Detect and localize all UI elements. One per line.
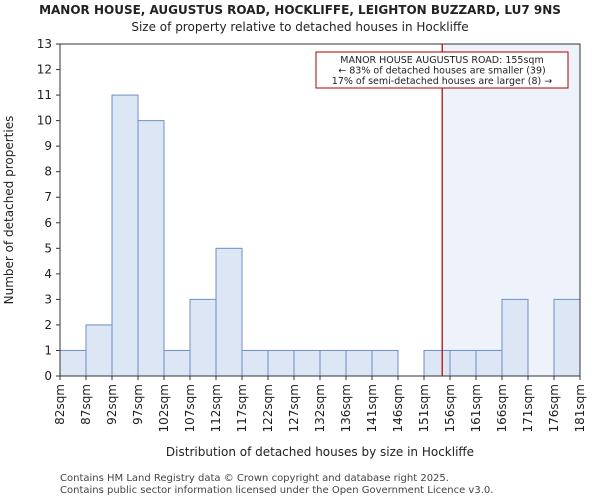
chart-title: MANOR HOUSE, AUGUSTUS ROAD, HOCKLIFFE, L… xyxy=(39,3,561,17)
x-tick-label: 122sqm xyxy=(261,384,275,432)
y-tick-label: 11 xyxy=(37,88,52,102)
bar-97sqm xyxy=(137,120,165,377)
bar-107sqm xyxy=(189,298,217,377)
bar-127sqm xyxy=(293,349,321,377)
bar-122sqm xyxy=(267,349,295,377)
y-tick-label: 13 xyxy=(37,37,52,51)
y-axis-label: Number of detached properties xyxy=(2,116,16,305)
x-tick-label: 151sqm xyxy=(417,384,431,432)
x-tick-label: 127sqm xyxy=(287,384,301,432)
bar-132sqm xyxy=(319,349,347,377)
x-tick-label: 156sqm xyxy=(443,384,457,432)
y-tick-label: 9 xyxy=(44,139,52,153)
x-tick-label: 87sqm xyxy=(79,384,93,425)
bar-102sqm xyxy=(163,349,191,377)
y-tick-label: 12 xyxy=(37,63,52,77)
x-tick-label: 181sqm xyxy=(573,384,587,432)
x-tick-label: 171sqm xyxy=(521,384,535,432)
annotation-larger: 17% of semi-detached houses are larger (… xyxy=(332,76,552,87)
y-tick-label: 0 xyxy=(44,369,52,383)
x-tick-label: 97sqm xyxy=(131,384,145,425)
annotation-smaller: ← 83% of detached houses are smaller (39… xyxy=(338,66,545,77)
bar-166sqm xyxy=(501,298,529,377)
y-tick-label: 5 xyxy=(44,241,52,255)
bar-82sqm xyxy=(59,349,87,377)
y-tick-label: 6 xyxy=(44,216,52,230)
y-tick-label: 7 xyxy=(44,190,52,204)
bar-117sqm xyxy=(241,349,269,377)
bar-141sqm xyxy=(371,349,399,377)
x-tick-label: 176sqm xyxy=(547,384,561,432)
y-tick-label: 8 xyxy=(44,165,52,179)
y-tick-label: 2 xyxy=(44,318,52,332)
annotation-box xyxy=(315,51,569,89)
x-tick-label: 146sqm xyxy=(391,384,405,432)
bar-151sqm xyxy=(423,349,451,377)
bar-136sqm xyxy=(345,349,373,377)
x-tick-label: 82sqm xyxy=(53,384,67,425)
x-tick-label: 102sqm xyxy=(157,384,171,432)
bar-112sqm xyxy=(215,247,243,377)
bar-161sqm xyxy=(475,349,503,377)
bar-87sqm xyxy=(85,324,113,377)
x-tick-label: 141sqm xyxy=(365,384,379,432)
y-tick-label: 3 xyxy=(44,292,52,306)
annotation-title: MANOR HOUSE AUGUSTUS ROAD: 155sqm xyxy=(340,55,543,66)
x-tick-label: 161sqm xyxy=(469,384,483,432)
y-tick-label: 1 xyxy=(44,343,52,357)
x-tick-label: 117sqm xyxy=(235,384,249,432)
bar-156sqm xyxy=(449,349,477,377)
y-tick-label: 10 xyxy=(37,114,52,128)
bar-92sqm xyxy=(111,94,139,377)
x-tick-label: 136sqm xyxy=(339,384,353,432)
x-axis-label: Distribution of detached houses by size … xyxy=(166,445,474,459)
x-tick-label: 112sqm xyxy=(209,384,223,432)
y-tick-label: 4 xyxy=(44,267,52,281)
footer-line-1: Contains HM Land Registry data © Crown c… xyxy=(60,473,449,484)
x-tick-label: 132sqm xyxy=(313,384,327,432)
chart-subtitle: Size of property relative to detached ho… xyxy=(131,20,469,34)
x-tick-label: 166sqm xyxy=(495,384,509,432)
bar-176sqm xyxy=(553,298,581,377)
footer-line-2: Contains public sector information licen… xyxy=(60,485,494,496)
x-tick-label: 107sqm xyxy=(183,384,197,432)
x-tick-label: 92sqm xyxy=(105,384,119,425)
